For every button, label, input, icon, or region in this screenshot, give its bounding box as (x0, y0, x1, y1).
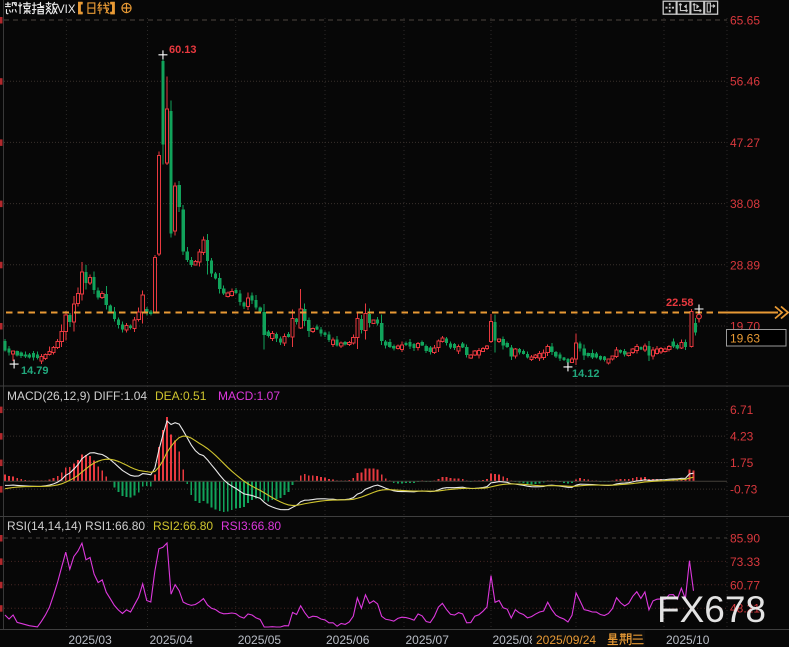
svg-text:RSI2:66.80: RSI2:66.80 (153, 519, 213, 533)
svg-text:73.33: 73.33 (730, 555, 760, 569)
svg-text:38.08: 38.08 (730, 197, 760, 211)
svg-text:DEA:0.51: DEA:0.51 (155, 389, 207, 403)
svg-text:2025/10: 2025/10 (666, 633, 710, 647)
svg-text:28.89: 28.89 (730, 258, 760, 272)
svg-text:FX678: FX678 (657, 589, 766, 630)
svg-text:14.12: 14.12 (572, 368, 600, 380)
svg-text:47.27: 47.27 (730, 136, 760, 150)
svg-text:2025/03: 2025/03 (68, 633, 112, 647)
svg-text:19.63: 19.63 (730, 332, 760, 346)
svg-text:RSI(14,14,14) RSI1:66.80: RSI(14,14,14) RSI1:66.80 (7, 519, 145, 533)
svg-text:2025/09/24: 2025/09/24 (536, 633, 596, 647)
svg-text:48.21: 48.21 (730, 602, 760, 616)
svg-text:MACD:1.07: MACD:1.07 (218, 389, 280, 403)
svg-text:14.79: 14.79 (21, 365, 49, 377)
svg-text:2025/07: 2025/07 (406, 633, 450, 647)
svg-text:VIX: VIX (57, 4, 76, 16)
svg-text:2025/08: 2025/08 (493, 633, 537, 647)
svg-text:56.46: 56.46 (730, 75, 760, 89)
svg-text:2025/04: 2025/04 (150, 633, 194, 647)
svg-text:85.90: 85.90 (730, 532, 760, 546)
svg-text:2025/05: 2025/05 (238, 633, 282, 647)
svg-text:65.65: 65.65 (730, 14, 760, 28)
svg-text:22.58: 22.58 (666, 297, 694, 309)
svg-text:60.13: 60.13 (169, 44, 197, 56)
svg-text:MACD(26,12,9) DIFF:1.04: MACD(26,12,9) DIFF:1.04 (7, 389, 147, 403)
svg-text:-0.73: -0.73 (730, 483, 758, 497)
svg-text:2025/06: 2025/06 (326, 633, 370, 647)
svg-text:60.77: 60.77 (730, 578, 760, 592)
svg-text:6.71: 6.71 (730, 403, 754, 417)
svg-text:4.23: 4.23 (730, 430, 754, 444)
svg-text:1.75: 1.75 (730, 456, 754, 470)
svg-text:RSI3:66.80: RSI3:66.80 (221, 519, 281, 533)
